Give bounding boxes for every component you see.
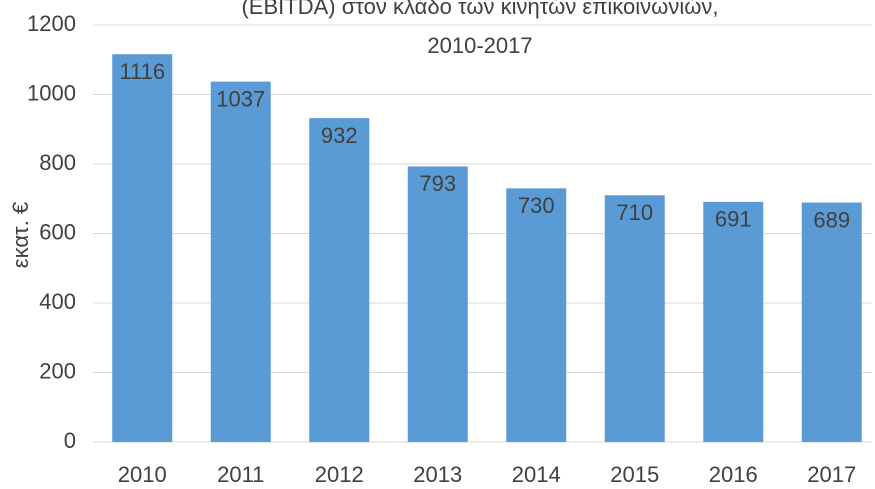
- chart-title: 2010-2017: [427, 33, 532, 58]
- data-label: 730: [518, 193, 555, 218]
- y-tick-label: 0: [64, 428, 76, 453]
- x-tick-label: 2013: [413, 462, 462, 487]
- bar: [309, 118, 370, 442]
- data-label: 691: [715, 207, 752, 232]
- bar: [112, 54, 173, 442]
- y-tick-label: 200: [39, 358, 76, 383]
- y-tick-label: 400: [39, 289, 76, 314]
- x-tick-label: 2015: [610, 462, 659, 487]
- data-label: 1116: [119, 59, 165, 84]
- data-label: 710: [616, 200, 653, 225]
- data-label: 793: [419, 171, 456, 196]
- x-tick-label: 2014: [512, 462, 561, 487]
- y-tick-label: 1200: [27, 11, 76, 36]
- y-axis-label: εκατ. €: [8, 202, 33, 268]
- x-tick-label: 2010: [118, 462, 167, 487]
- y-tick-label: 1000: [27, 80, 76, 105]
- data-label: 1037: [216, 86, 265, 111]
- x-tick-label: 2012: [315, 462, 364, 487]
- bar: [506, 188, 567, 442]
- bar: [703, 201, 764, 442]
- y-tick-label: 600: [39, 219, 76, 244]
- chart-title: (EBITDA) στον κλάδο των κινητών επικοινω…: [241, 0, 718, 19]
- data-label: 932: [321, 123, 358, 148]
- bar: [801, 202, 862, 442]
- x-tick-label: 2011: [217, 462, 264, 487]
- bar: [604, 195, 665, 442]
- y-tick-label: 800: [39, 150, 76, 175]
- bar: [407, 166, 468, 442]
- data-label: 689: [813, 207, 850, 232]
- bar: [210, 81, 271, 442]
- x-tick-label: 2017: [807, 462, 856, 487]
- x-tick-label: 2016: [709, 462, 758, 487]
